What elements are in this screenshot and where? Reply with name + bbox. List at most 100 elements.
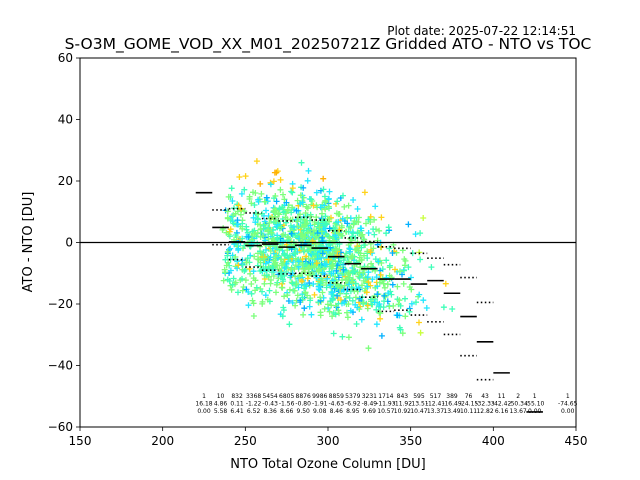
scatter-point (320, 186, 327, 193)
scatter-point (270, 207, 277, 214)
scatter-point (239, 235, 246, 242)
scatter-point (389, 250, 396, 256)
scatter-point (225, 231, 232, 238)
scatter-point (307, 222, 314, 229)
scatter-point (250, 300, 257, 307)
scatter-point (396, 297, 403, 304)
scatter-point (416, 319, 422, 326)
scatter-point (339, 333, 346, 340)
scatter-point (406, 308, 413, 315)
scatter-point (380, 304, 387, 311)
scatter-point (284, 206, 291, 213)
scatter-point (248, 290, 255, 297)
scatter-point (230, 220, 237, 227)
bin-stat-n: 595 (413, 393, 425, 400)
scatter-point (315, 268, 322, 275)
scatter-point (304, 177, 311, 184)
scatter-point (235, 289, 241, 296)
x-axis-ticks: 150 200 250 300 350 400 450 (69, 427, 587, 448)
scatter-point (332, 311, 339, 318)
scatter-point (282, 264, 289, 270)
scatter-point (332, 273, 339, 280)
scatter-point (279, 204, 286, 211)
scatter-point (338, 222, 345, 229)
scatter-point (386, 303, 393, 310)
scatter-point (388, 291, 395, 298)
scatter-point (377, 310, 384, 317)
scatter-point (310, 202, 317, 209)
scatter-point (222, 256, 229, 263)
x-tick-label: 200 (151, 434, 174, 448)
scatter-point (408, 274, 414, 281)
scatter-point (402, 313, 409, 320)
scatter-point (365, 279, 372, 286)
scatter-point (276, 266, 283, 273)
scatter-point (325, 256, 332, 263)
scatter-point (250, 275, 257, 282)
scatter-point (284, 252, 291, 259)
bin-stat-std: 0.00 (561, 408, 575, 415)
scatter-point (267, 280, 274, 287)
bin-stat-std: 6.41 (230, 408, 244, 415)
scatter-point (352, 280, 359, 287)
bin-stat-n: 3368 (246, 393, 261, 400)
scatter-point (304, 275, 311, 282)
scatter-point (413, 299, 419, 306)
scatter-point (332, 258, 339, 265)
bin-stat-mean: 16.18 (195, 400, 212, 407)
scatter-point (281, 293, 288, 300)
scatter-point (394, 312, 401, 319)
bin-stat-std: 13.37 (427, 408, 444, 415)
scatter-point (234, 208, 241, 215)
scatter-point (373, 306, 380, 313)
scatter-point (326, 308, 333, 315)
scatter-point (288, 209, 295, 216)
scatter-point (284, 233, 291, 240)
x-tick-label: 350 (399, 434, 422, 448)
scatter-point (242, 173, 249, 180)
scatter-point (346, 245, 353, 252)
scatter-point (266, 287, 273, 294)
scatter-point (322, 221, 329, 228)
bin-stat-mean: -16.49 (442, 400, 462, 407)
scatter-point (338, 297, 344, 303)
scatter-point (283, 219, 289, 226)
bin-stat-n: 832 (231, 393, 243, 400)
scatter-point (381, 284, 388, 291)
scatter-point (309, 259, 316, 266)
scatter-point (370, 264, 377, 271)
scatter-point (267, 181, 274, 188)
scatter-point (300, 184, 307, 191)
scatter-point (373, 321, 380, 328)
scatter-point (311, 227, 317, 234)
bin-stat-mean: -32.33 (475, 400, 495, 407)
scatter-point (261, 221, 268, 228)
bin-stat-n: 1 (202, 393, 206, 400)
scatter-point (374, 291, 381, 298)
scatter-point (378, 244, 385, 251)
bin-statistics-lines (80, 191, 576, 413)
scatter-point (367, 249, 374, 256)
scatter-point (340, 266, 347, 273)
scatter-point (368, 260, 375, 267)
scatter-point (271, 261, 278, 268)
scatter-point (277, 235, 284, 242)
bin-stat-std: 9.69 (363, 408, 377, 415)
bin-stat-mean: -13.51 (409, 400, 429, 407)
scatter-point (350, 221, 357, 228)
scatter-point (295, 258, 302, 265)
scatter-point (291, 266, 298, 273)
y-tick-label: 40 (58, 113, 73, 127)
scatter-point (244, 255, 251, 262)
scatter-point (266, 220, 273, 226)
x-tick-label: 300 (317, 434, 340, 448)
scatter-point (265, 227, 272, 234)
scatter-point (303, 261, 310, 268)
scatter-point (239, 262, 246, 268)
scatter-point (329, 313, 336, 320)
scatter-point (356, 269, 363, 276)
scatter-point (270, 250, 277, 257)
bin-stat-std: 0.00 (197, 408, 211, 415)
scatter-point (279, 313, 286, 320)
scatter-point (245, 234, 252, 240)
